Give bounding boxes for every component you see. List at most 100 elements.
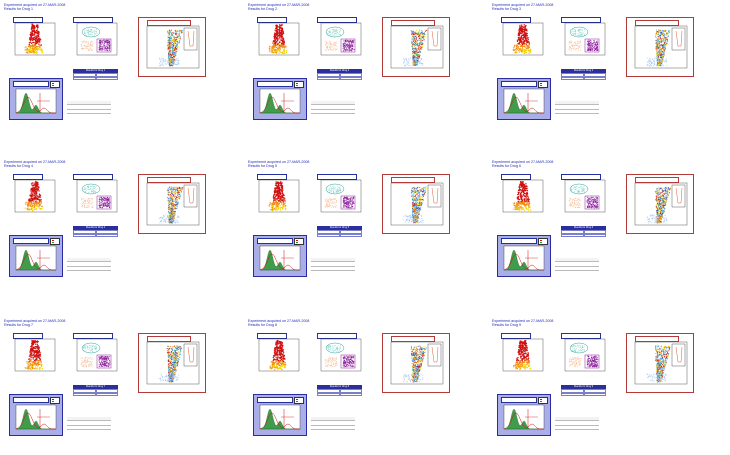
results-table: Results for Drug 3 bbox=[561, 69, 606, 80]
overview-plot-canvas bbox=[139, 175, 205, 233]
drug-report: Experiment acquired on 27-MAR-2008 Resul… bbox=[4, 160, 240, 296]
cluster-plot bbox=[559, 174, 611, 218]
overview-plot bbox=[382, 17, 450, 77]
table-row bbox=[73, 77, 118, 81]
results-table: Results for Drug 4 bbox=[73, 226, 118, 237]
histogram-title bbox=[257, 238, 293, 244]
overview-plot-canvas bbox=[383, 175, 449, 233]
density-plot-canvas bbox=[497, 174, 549, 218]
histogram-legend bbox=[538, 81, 548, 88]
histogram-title bbox=[257, 397, 293, 403]
report-header: Experiment acquired on 27-MAR-2008 Resul… bbox=[492, 3, 553, 12]
density-plot-canvas bbox=[9, 333, 61, 377]
report-header: Experiment acquired on 27-MAR-2008 Resul… bbox=[4, 3, 65, 12]
overview-plot-canvas bbox=[383, 334, 449, 392]
results-table: Results for Drug 6 bbox=[561, 226, 606, 237]
table-row bbox=[73, 234, 118, 238]
histogram-panel bbox=[253, 394, 307, 436]
histogram-title bbox=[13, 238, 49, 244]
table-row bbox=[317, 77, 362, 81]
stats-table bbox=[311, 258, 355, 271]
histogram-title bbox=[501, 397, 537, 403]
overview-plot-title bbox=[391, 336, 435, 342]
density-plot-canvas bbox=[9, 17, 61, 61]
cluster-plot bbox=[315, 174, 367, 218]
overview-plot bbox=[626, 17, 694, 77]
drug-report: Experiment acquired on 27-MAR-2008 Resul… bbox=[4, 3, 240, 139]
cluster-plot-canvas bbox=[559, 333, 611, 377]
density-plot bbox=[9, 333, 61, 377]
report-header: Experiment acquired on 27-MAR-2008 Resul… bbox=[4, 160, 65, 169]
results-line: Results for Drug 8 bbox=[248, 323, 309, 327]
overview-plot bbox=[382, 333, 450, 393]
cluster-plot bbox=[559, 333, 611, 377]
histogram-panel bbox=[253, 78, 307, 120]
histogram-legend bbox=[294, 397, 304, 404]
stats-table bbox=[311, 417, 355, 430]
overview-plot-title bbox=[635, 177, 679, 183]
cluster-plot bbox=[71, 333, 123, 377]
histogram-panel bbox=[9, 394, 63, 436]
results-line: Results for Drug 5 bbox=[248, 164, 309, 168]
cluster-plot bbox=[559, 17, 611, 61]
histogram-title bbox=[257, 81, 293, 87]
report-header: Experiment acquired on 27-MAR-2008 Resul… bbox=[492, 160, 553, 169]
report-header: Experiment acquired on 27-MAR-2008 Resul… bbox=[248, 319, 309, 328]
table-row bbox=[317, 393, 362, 397]
overview-plot-canvas bbox=[627, 334, 693, 392]
overview-plot bbox=[626, 174, 694, 234]
histogram-panel bbox=[497, 78, 551, 120]
drug-report: Experiment acquired on 27-MAR-2008 Resul… bbox=[492, 160, 728, 296]
overview-plot-canvas bbox=[627, 175, 693, 233]
density-plot bbox=[497, 333, 549, 377]
stats-table bbox=[555, 417, 599, 430]
table-row bbox=[561, 77, 606, 81]
density-plot bbox=[253, 333, 305, 377]
drug-report: Experiment acquired on 27-MAR-2008 Resul… bbox=[492, 3, 728, 139]
histogram-title bbox=[501, 238, 537, 244]
overview-plot-canvas bbox=[139, 334, 205, 392]
drug-report: Experiment acquired on 27-MAR-2008 Resul… bbox=[248, 319, 484, 455]
stats-table bbox=[555, 101, 599, 114]
results-line: Results for Drug 1 bbox=[4, 7, 65, 11]
stats-table bbox=[311, 101, 355, 114]
report-header: Experiment acquired on 27-MAR-2008 Resul… bbox=[492, 319, 553, 328]
overview-plot-title bbox=[147, 20, 191, 26]
histogram-panel bbox=[253, 235, 307, 277]
overview-plot bbox=[382, 174, 450, 234]
cluster-plot-canvas bbox=[315, 333, 367, 377]
table-row bbox=[73, 393, 118, 397]
cluster-plot-canvas bbox=[71, 333, 123, 377]
cluster-plot-canvas bbox=[71, 17, 123, 61]
report-header: Experiment acquired on 27-MAR-2008 Resul… bbox=[248, 3, 309, 12]
histogram-panel bbox=[9, 235, 63, 277]
drug-report: Experiment acquired on 27-MAR-2008 Resul… bbox=[248, 3, 484, 139]
stats-table bbox=[555, 258, 599, 271]
drug-report: Experiment acquired on 27-MAR-2008 Resul… bbox=[248, 160, 484, 296]
drug-report: Experiment acquired on 27-MAR-2008 Resul… bbox=[4, 319, 240, 455]
stats-table bbox=[67, 101, 111, 114]
density-plot bbox=[253, 17, 305, 61]
overview-plot-title bbox=[147, 177, 191, 183]
overview-plot bbox=[138, 333, 206, 393]
results-table: Results for Drug 8 bbox=[317, 385, 362, 396]
density-plot-canvas bbox=[497, 333, 549, 377]
overview-plot-title bbox=[391, 177, 435, 183]
table-row bbox=[561, 234, 606, 238]
results-table: Results for Drug 1 bbox=[73, 69, 118, 80]
overview-plot-canvas bbox=[627, 18, 693, 76]
cluster-plot-canvas bbox=[559, 17, 611, 61]
density-plot bbox=[497, 174, 549, 218]
results-line: Results for Drug 2 bbox=[248, 7, 309, 11]
histogram-title bbox=[501, 81, 537, 87]
density-plot-canvas bbox=[497, 17, 549, 61]
overview-plot bbox=[138, 17, 206, 77]
table-row bbox=[561, 393, 606, 397]
histogram-title bbox=[13, 397, 49, 403]
stats-table bbox=[67, 258, 111, 271]
histogram-panel bbox=[497, 235, 551, 277]
overview-plot bbox=[138, 174, 206, 234]
cluster-plot-canvas bbox=[559, 174, 611, 218]
cluster-plot-canvas bbox=[315, 174, 367, 218]
